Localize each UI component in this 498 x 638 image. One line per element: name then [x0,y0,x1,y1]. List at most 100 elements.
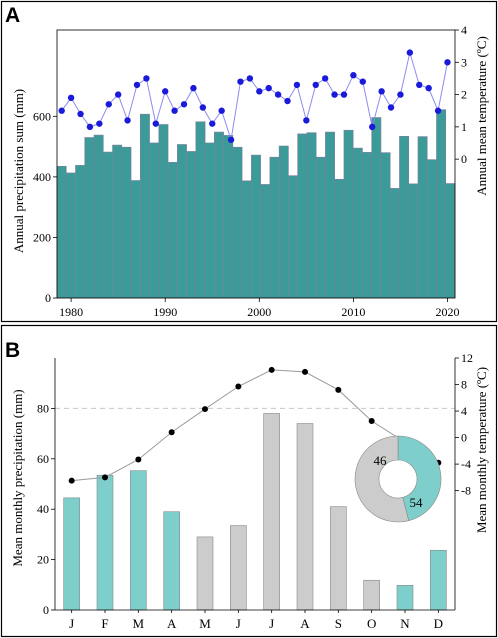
temperature-point [378,88,385,95]
month-label: M [133,616,145,631]
monthly-temperature-line [71,369,439,482]
y-tick-label: 200 [33,230,51,244]
monthly-precip-bar [430,549,447,611]
precip-bar [75,165,86,299]
precip-bar [380,152,391,299]
temperature-point [397,91,404,98]
month-label: A [167,616,177,631]
month-label: F [101,616,108,631]
y2-tick-label: 8 [461,378,467,392]
y-tick-label: 0 [43,603,49,617]
x-tick-label: 1980 [59,305,83,319]
temperature-point [444,59,451,66]
precip-bar [102,151,113,299]
month-label: D [434,616,443,631]
monthly-precip-bar [363,579,380,611]
temperature-point [237,78,244,85]
precip-bar [334,178,345,299]
y-tick-label: 40 [37,502,49,516]
temperature-point [406,49,414,56]
temperature-point [190,84,197,92]
y-tick-label: 60 [37,452,49,466]
precip-bar [214,131,224,299]
panel-b-label: B [5,339,20,362]
panel-a-chart: 0 200 400 600 0 1 2 3 4 1980 1990 2000 2010 2020 [33,23,467,319]
y2-tick-label: 1 [461,120,467,134]
temperature-point [180,101,188,108]
temperature-point [387,104,395,111]
y-tick-label: 400 [33,170,51,184]
temperature-point [86,123,94,131]
temperature-point [133,81,141,89]
precip-bar [177,144,187,299]
temperature-point [340,91,348,98]
monthly-precip-bar [263,413,280,611]
precip-bar [204,142,215,299]
precip-bar [195,121,206,299]
temperature-point [114,91,122,98]
y2-tick-label: 3 [461,55,467,69]
x-tick-label: 1990 [153,305,177,319]
temperature-point [209,120,216,127]
y2-tick-label: 2 [461,88,467,102]
temperature-point [284,97,291,105]
month-label: S [335,616,342,631]
precip-bar [130,180,141,299]
precip-bar [436,109,447,299]
temperature-point [246,75,254,82]
temperature-point [359,78,366,85]
panel-a-ylabel: Annual precipitation sum (mm) [11,89,26,253]
precip-bar [399,135,410,299]
y2-tick-label: 0 [461,431,467,445]
monthly-temperature-point [268,366,275,373]
temperature-point [350,72,357,79]
precip-bar [426,159,437,299]
precip-bar [343,129,354,299]
temperature-point [434,107,442,114]
y2-tick-label: -8 [461,484,471,498]
precip-bar [186,151,197,299]
donut-label: 46 [374,453,388,468]
precip-bar [371,117,382,299]
monthly-temperature-point [235,383,242,390]
monthly-temperature-point [302,368,308,375]
panel-b-ylabel: Mean monthly precipitation (mm) [10,389,25,566]
precip-bar [223,135,234,299]
temperature-point [143,75,150,82]
panel-a-label: A [5,4,20,27]
precip-bar [140,113,150,299]
precip-bar [65,172,76,299]
month-label: O [367,616,376,631]
monthly-precip-bar [96,474,114,611]
temperature-point [58,107,65,114]
donut-label: 54 [410,495,424,510]
precip-bar [260,184,271,299]
precip-bar [241,180,252,299]
precip-bar [278,145,289,299]
panel-b-y2label: Mean monthly temperature (ºC) [474,367,489,533]
precip-bar [445,183,456,299]
temperature-point [303,117,310,124]
plot-area-frame [56,29,456,299]
temperature-point [293,81,301,89]
temperature-point [152,120,159,127]
monthly-temperature-point [335,386,342,393]
month-label: A [300,616,310,631]
panel-a-frame [0,0,498,323]
precip-bar [352,147,363,299]
y2-tick-label: 4 [461,404,467,418]
precip-bar [232,146,243,299]
monthly-precip-bar [330,506,347,611]
panel-a-y2label: Annual mean temperature (ºC) [474,36,489,196]
precip-bar [112,144,123,299]
temperature-point [218,107,225,114]
monthly-precip-bar [196,536,214,611]
precip-bar [56,165,67,299]
y2-tick-label: -4 [461,457,471,471]
temperature-point [124,117,131,124]
y-tick-label: 600 [33,109,51,123]
temperature-point [227,136,235,143]
precip-bar [297,133,308,299]
